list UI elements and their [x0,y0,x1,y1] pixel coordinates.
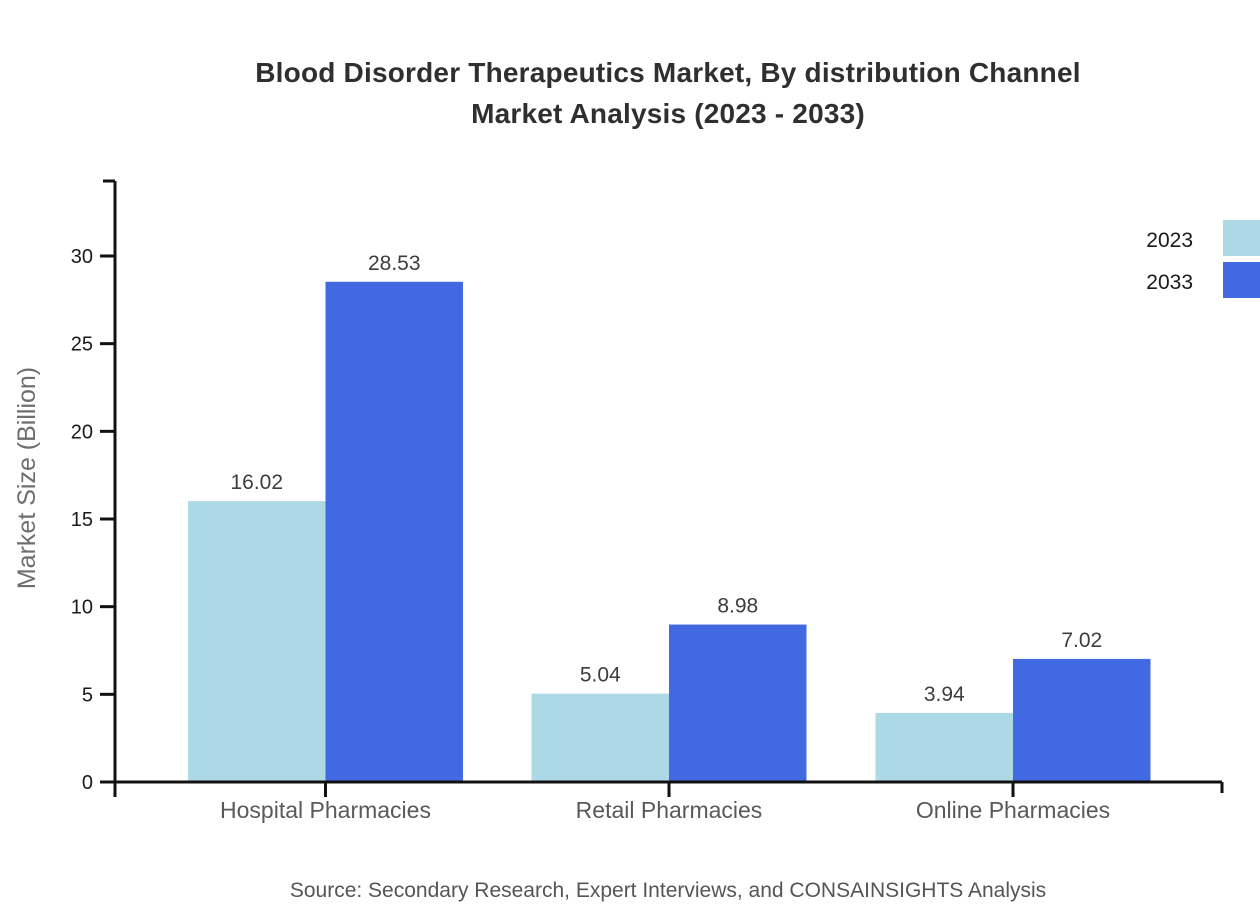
chart-title-line1: Blood Disorder Therapeutics Market, By d… [255,57,1081,88]
y-tick-label-10: 10 [71,597,93,619]
value-label-2033-online-pharmacies: 7.02 [1061,629,1102,652]
bar-2033-retail-pharmacies [669,624,807,782]
chart-title-line2: Market Analysis (2023 - 2033) [471,98,865,129]
source-note: Source: Secondary Research, Expert Inter… [289,879,1047,902]
y-tick-label-15: 15 [71,509,93,531]
legend-swatch-2023 [1223,220,1260,256]
x-category-label-online-pharmacies: Online Pharmacies [916,797,1110,823]
value-label-2033-retail-pharmacies: 8.98 [717,595,758,618]
legend-label-2023: 2023 [1146,229,1193,252]
y-tick-label-25: 25 [71,334,93,356]
y-tick-label-20: 20 [71,421,93,443]
bar-2023-online-pharmacies [875,712,1013,782]
value-label-2023-retail-pharmacies: 5.04 [580,664,621,687]
bar-2023-hospital-pharmacies [188,501,326,782]
x-category-label-retail-pharmacies: Retail Pharmacies [576,797,763,823]
y-tick-label-0: 0 [82,772,93,794]
x-category-label-hospital-pharmacies: Hospital Pharmacies [220,797,431,823]
legend-label-2033: 2033 [1146,271,1193,294]
legend-swatch-2033 [1223,262,1260,298]
bar-2033-hospital-pharmacies [325,281,463,782]
bar-2023-retail-pharmacies [531,693,669,782]
y-axis-title: Market Size (Billion) [13,367,41,589]
bar-2033-online-pharmacies [1013,658,1151,782]
value-label-2023-hospital-pharmacies: 16.02 [230,471,283,494]
y-tick-label-5: 5 [82,684,93,706]
value-label-2033-hospital-pharmacies: 28.53 [368,252,421,275]
chart-title: Blood Disorder Therapeutics Market, By d… [78,52,1258,134]
value-label-2023-online-pharmacies: 3.94 [924,683,965,706]
y-tick-label-30: 30 [71,246,93,268]
